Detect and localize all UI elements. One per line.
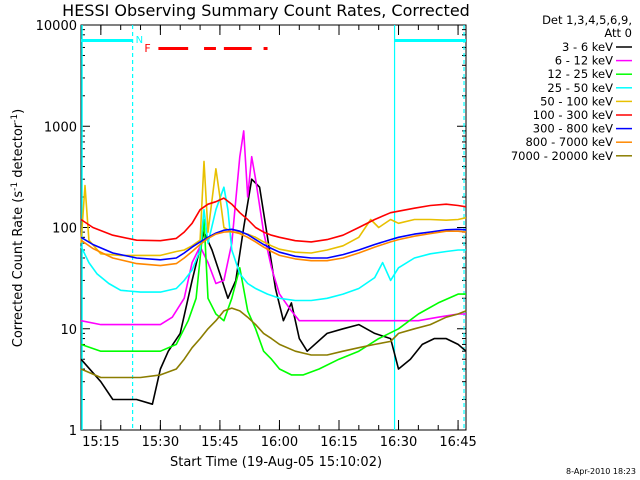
x-tick-label: 16:00 (261, 435, 298, 450)
series-line-3 (80, 218, 466, 376)
legend-header-1: Det 1,3,4,5,6,9, (542, 13, 632, 27)
legend-label: 7000 - 20000 keV (511, 149, 613, 163)
y-tick-label: 10 (60, 323, 77, 338)
saa-bar (394, 39, 466, 42)
x-axis-label: Start Time (19-Aug-05 15:10:02) (170, 455, 382, 470)
y-tick-label: 10000 (36, 19, 77, 34)
series-line-9 (80, 307, 467, 379)
plot-frame (80, 24, 467, 431)
series-line-6 (80, 197, 467, 243)
x-tick-label: 16:45 (439, 435, 476, 450)
timestamp: 8-Apr-2010 18:23 (566, 467, 636, 476)
flare-bar (158, 47, 189, 50)
saa-bar (81, 39, 133, 42)
y-tick-label: 100 (52, 222, 77, 237)
plot-area: 1 10 100 1000 10000 15:15 15:30 15:45 16:00 16:15… (36, 19, 477, 450)
legend-label: 100 - 300 keV (533, 108, 613, 122)
y-axis-label: Corrected Count Rate (s-1 detector-1) (10, 109, 26, 347)
x-tick-label: 16:15 (320, 435, 357, 450)
x-tick-label: 15:45 (201, 435, 238, 450)
x-tick-label: 16:30 (380, 435, 417, 450)
legend-label: 300 - 800 keV (533, 122, 613, 136)
legend-label: 800 - 7000 keV (525, 135, 613, 149)
y-tick-label: 1 (69, 424, 77, 439)
series-line-8 (80, 230, 467, 267)
legend-label: 3 - 6 keV (562, 40, 613, 54)
series-line-5 (80, 160, 467, 257)
flare-bar (263, 47, 268, 50)
series-line-7 (80, 228, 467, 261)
legend-label: 12 - 25 keV (547, 67, 613, 81)
series-line-2 (80, 130, 466, 326)
flare-bar (223, 47, 252, 50)
flare-flag-label: F (144, 42, 150, 55)
x-tick-label: 15:15 (82, 435, 119, 450)
x-tick-label: 15:30 (142, 435, 179, 450)
series-line-4 (80, 186, 466, 302)
y-tick-label: 1000 (44, 120, 77, 135)
series-line-1 (80, 178, 467, 406)
chart-title: HESSI Observing Summary Count Rates, Cor… (62, 1, 470, 20)
legend-label: 6 - 12 keV (555, 54, 613, 68)
legend-label: 50 - 100 keV (540, 94, 613, 108)
night-flag-label: N (136, 35, 143, 46)
legend-header-2: Att 0 (604, 26, 632, 40)
legend-label: 25 - 50 keV (547, 81, 613, 95)
flare-bar (204, 47, 216, 50)
